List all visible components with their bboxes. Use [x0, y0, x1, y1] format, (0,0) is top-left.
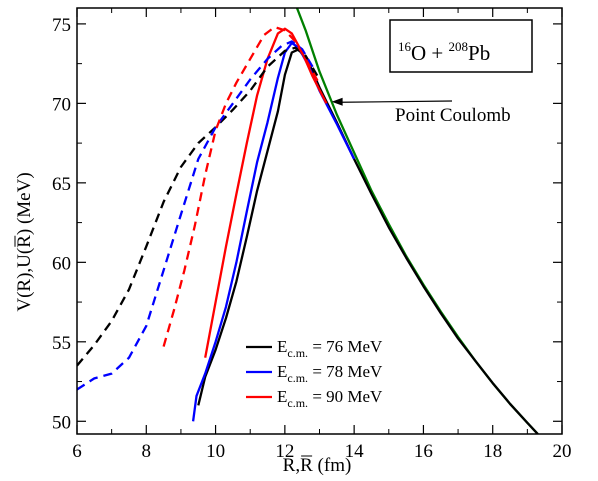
x-tick-label: 20 [553, 441, 572, 462]
y-axis-label-rbar: R [14, 235, 35, 248]
reaction-el1: O [411, 41, 426, 65]
reaction-label: 16O + 208Pb [398, 39, 490, 65]
y-axis-label-pre: V(R),U( [14, 248, 35, 312]
legend-label: Ec.m. = 76 MeV [277, 337, 383, 360]
reaction-a2: 208 [449, 39, 469, 54]
x-tick-label: 6 [72, 441, 82, 462]
y-tick-label: 70 [52, 94, 71, 115]
y-axis-label-post: ) (MeV) [14, 172, 35, 235]
curve-e90-dashed [162, 25, 321, 347]
x-axis-label: R,R (fm) [283, 455, 352, 476]
curve-e78-dashed [77, 40, 314, 391]
chart-curves [77, 8, 539, 434]
y-tick-label: 55 [52, 333, 71, 354]
reaction-a1: 16 [398, 39, 412, 54]
point-coulomb-arrowhead [331, 97, 343, 106]
y-tick-label: 65 [52, 174, 71, 195]
x-axis-label-r: R [283, 455, 296, 476]
x-axis-label-unit: (fm) [313, 455, 352, 476]
reaction-el2: Pb [468, 41, 490, 65]
curve-e90-solid [204, 27, 328, 358]
x-tick-label: 18 [483, 441, 502, 462]
y-tick-label: 75 [52, 15, 71, 36]
reaction-box [389, 19, 533, 73]
axis-ticks: 6 8 10 12 14 16 18 20 50 55 60 65 70 75 [52, 8, 572, 462]
y-axis-label: V(R),U(R) (MeV) [14, 172, 35, 311]
point-coulomb-label: Point Coulomb [395, 105, 511, 126]
x-axis-label-rbar: R [300, 455, 313, 476]
point-coulomb-arrow [341, 100, 453, 103]
x-tick-label: 10 [206, 441, 225, 462]
legend-label: Ec.m. = 78 MeV [277, 362, 383, 385]
legend-label: Ec.m. = 90 MeV [277, 387, 383, 410]
x-tick-label: 14 [345, 441, 365, 462]
x-tick-label: 16 [414, 441, 433, 462]
y-tick-label: 50 [52, 412, 71, 433]
x-tick-label: 8 [142, 441, 152, 462]
y-tick-label: 60 [52, 253, 71, 274]
x-tick-label: 12 [275, 441, 294, 462]
reaction-plus: + [426, 41, 448, 65]
curve-e76-dashed [77, 46, 321, 367]
x-axis-label-comma: , [295, 455, 300, 476]
